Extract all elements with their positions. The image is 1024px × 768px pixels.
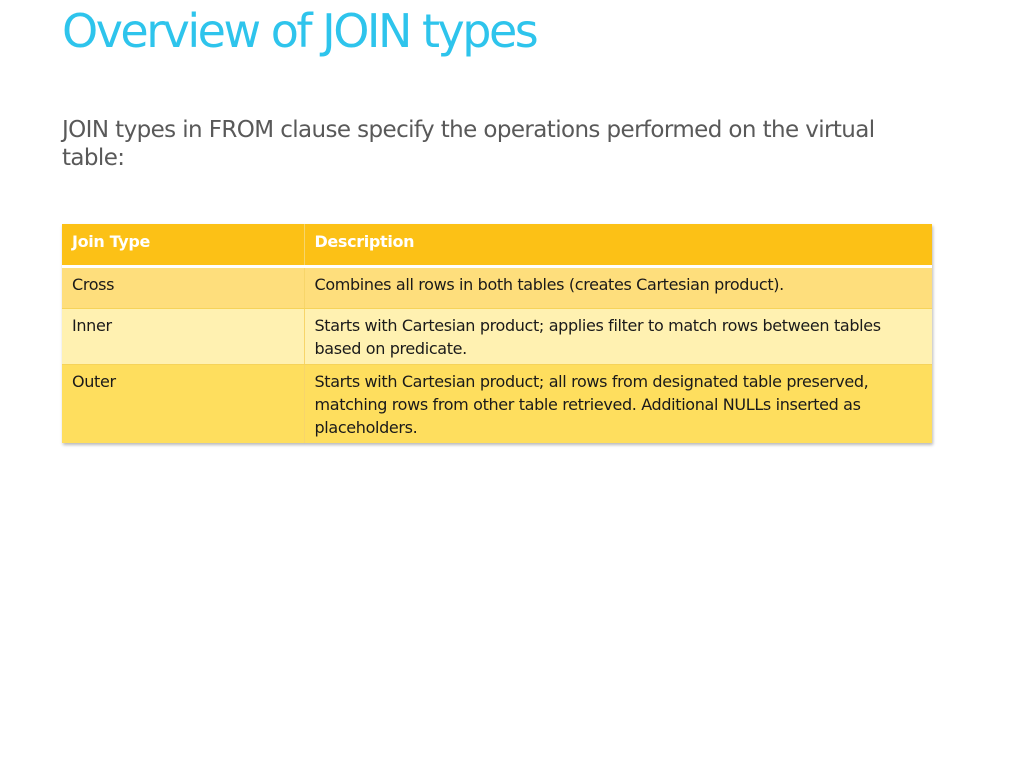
cell-description: Starts with Cartesian product; applies f… xyxy=(303,308,932,365)
header-description: Description xyxy=(303,224,932,268)
table-header-row: Join Type Description xyxy=(62,224,932,268)
table-row-cross: Cross Combines all rows in both tables (… xyxy=(62,266,932,309)
cell-join-type: Outer xyxy=(62,364,304,443)
cell-join-type: Inner xyxy=(62,308,304,365)
cell-description: Starts with Cartesian product; all rows … xyxy=(303,364,932,443)
slide-title: Overview of JOIN types xyxy=(62,4,539,58)
table-row-inner: Inner Starts with Cartesian product; app… xyxy=(62,308,932,365)
header-join-type: Join Type xyxy=(62,224,304,268)
join-types-table: Join Type Description Cross Combines all… xyxy=(62,224,932,443)
join-types-table-container: Join Type Description Cross Combines all… xyxy=(62,224,932,443)
cell-description: Combines all rows in both tables (create… xyxy=(303,266,932,309)
cell-join-type: Cross xyxy=(62,266,304,309)
table-row-outer: Outer Starts with Cartesian product; all… xyxy=(62,364,932,443)
intro-text: JOIN types in FROM clause specify the op… xyxy=(62,117,875,171)
